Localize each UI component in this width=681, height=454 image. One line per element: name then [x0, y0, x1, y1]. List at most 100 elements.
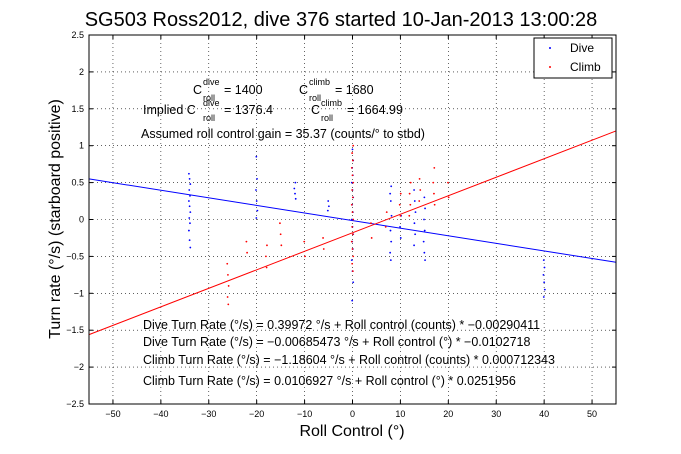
annotation-climb-fit-counts: Climb Turn Rate (°/s) = −1.18604 °/s + R…	[143, 353, 555, 367]
annotation-implied-dive-sup: dive	[203, 98, 220, 108]
data-point-climb	[418, 200, 421, 202]
legend-dive-label: Dive	[570, 41, 594, 55]
data-point-dive	[390, 240, 393, 243]
data-point-climb	[322, 237, 324, 239]
fit-line-dive	[88, 178, 617, 263]
data-point-climb	[266, 244, 268, 247]
x-tick-label: 50	[587, 409, 597, 419]
data-point-dive	[188, 178, 191, 180]
y-tick-label: −2	[74, 362, 84, 372]
data-point-dive	[189, 183, 192, 185]
x-tick-label: 20	[443, 409, 453, 419]
data-point-dive	[189, 246, 192, 249]
data-point-climb	[352, 218, 355, 221]
data-point-climb	[447, 196, 450, 199]
legend-box	[533, 37, 613, 79]
legend-dive-marker	[549, 47, 551, 49]
data-point-dive	[189, 194, 191, 197]
data-point-dive	[294, 197, 297, 200]
data-point-dive	[351, 148, 354, 151]
data-point-climb	[227, 273, 229, 276]
annotation-c-dive-value: = 1400	[224, 83, 263, 97]
data-point-dive	[542, 296, 545, 298]
data-point-dive	[543, 281, 546, 284]
data-point-dive	[256, 178, 258, 180]
annotation-dive-fit-counts: Dive Turn Rate (°/s) = 0.39972 °/s + Rol…	[143, 318, 540, 332]
data-point-dive	[255, 189, 257, 191]
y-tick-label: −1	[74, 288, 84, 298]
x-axis-label: Roll Control (°)	[299, 423, 404, 440]
legend-climb-label: Climb	[570, 60, 601, 74]
data-point-climb	[385, 211, 388, 214]
data-point-climb	[351, 262, 354, 265]
data-point-dive	[188, 200, 190, 202]
data-point-dive	[542, 273, 545, 276]
data-point-climb	[227, 285, 230, 287]
data-point-climb	[352, 255, 355, 258]
x-tick-label: −30	[201, 409, 216, 419]
x-tick-label: −10	[297, 409, 312, 419]
data-point-dive	[294, 181, 297, 184]
data-point-climb	[409, 181, 412, 184]
data-point-dive	[350, 181, 353, 184]
annotation-c-climb-value: = 1680	[335, 83, 374, 97]
data-point-climb	[408, 192, 411, 195]
data-point-dive	[414, 233, 417, 236]
y-tick-label: −0.5	[66, 251, 84, 261]
data-point-dive	[424, 207, 426, 210]
data-point-dive	[255, 155, 258, 158]
data-point-dive	[326, 209, 329, 212]
data-point-dive	[389, 259, 392, 261]
annotation-c-dive-sup: dive	[203, 77, 220, 87]
legend-climb-marker	[549, 66, 551, 68]
data-point-dive	[389, 192, 392, 195]
data-point-dive	[423, 196, 426, 199]
grid-lines	[89, 34, 616, 405]
data-point-dive	[188, 239, 191, 242]
data-point-dive	[188, 172, 190, 175]
data-point-climb	[279, 233, 282, 236]
data-point-dive	[188, 229, 190, 232]
series-dive	[188, 148, 546, 302]
x-tick-label: 10	[395, 409, 405, 419]
annotation-c-dive-main: C	[193, 83, 202, 97]
data-point-dive	[350, 259, 353, 261]
data-point-climb	[433, 166, 436, 169]
data-point-climb	[350, 166, 353, 169]
data-points	[188, 144, 546, 306]
y-tick-label: −2.5	[66, 399, 84, 409]
data-point-dive	[423, 229, 426, 232]
data-point-climb	[226, 296, 229, 298]
data-point-climb	[399, 214, 402, 217]
data-point-climb	[227, 303, 230, 306]
data-point-dive	[294, 192, 296, 195]
x-tick-label: −20	[249, 409, 264, 419]
chart-title: SG503 Ross2012, dive 376 started 10-Jan-…	[85, 9, 598, 31]
fit-lines	[88, 130, 617, 336]
data-point-dive	[543, 288, 546, 291]
y-tick-label: 0.5	[71, 178, 84, 188]
data-point-climb	[351, 189, 354, 191]
data-point-dive	[413, 189, 415, 191]
annotation-dive-fit-degrees: Dive Turn Rate (°/s) = −0.00685473 °/s +…	[143, 335, 530, 349]
legend: Dive Climb	[533, 37, 613, 79]
data-point-climb	[246, 251, 249, 254]
data-point-dive	[422, 240, 425, 243]
data-point-dive	[352, 281, 355, 284]
data-point-dive	[414, 211, 417, 214]
data-point-dive	[189, 211, 192, 214]
data-point-dive	[399, 225, 401, 228]
data-point-climb	[351, 174, 354, 177]
data-point-climb	[351, 225, 354, 228]
y-axis-label: Turn rate (°/s) (starboard positive)	[47, 99, 64, 339]
x-tick-label: 30	[491, 409, 501, 419]
x-tick-label: −40	[153, 409, 168, 419]
data-point-climb	[350, 203, 353, 206]
data-point-climb	[352, 144, 355, 147]
y-tick-labels: −2.5 −2 −1.5 −1 −0.5 0 0.5 1 1.5 2 2.5	[66, 30, 84, 409]
data-point-dive	[255, 200, 258, 202]
data-point-climb	[408, 214, 411, 217]
data-point-climb	[398, 203, 401, 206]
data-point-dive	[542, 259, 545, 261]
